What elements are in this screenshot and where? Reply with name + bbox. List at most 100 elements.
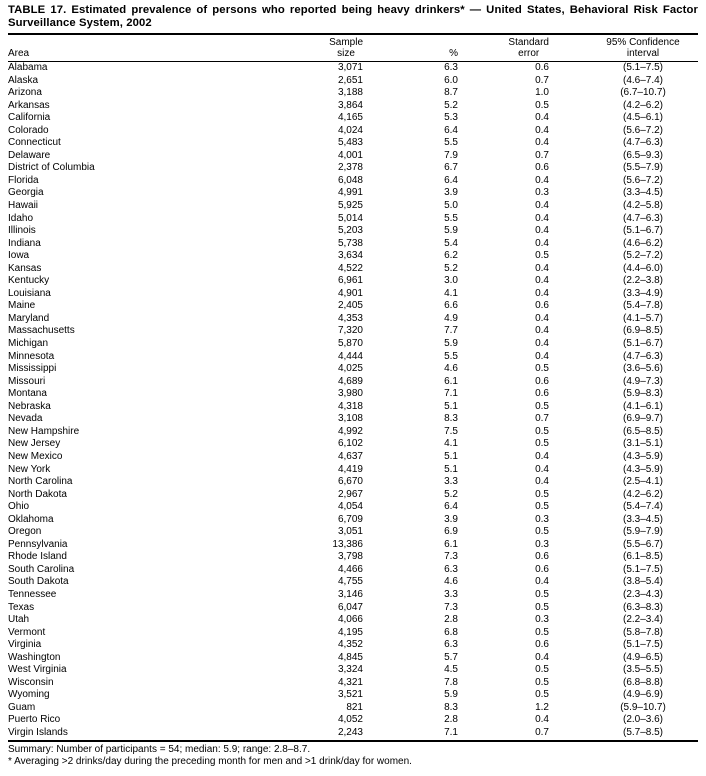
- standard-error-cell: 0.5: [535, 425, 549, 437]
- standard-error-cell: 0.4: [535, 651, 549, 663]
- standard-error-cell: 0.7: [535, 413, 549, 425]
- column-header-standard-error: Standard error: [458, 35, 549, 62]
- table-row: New Hampshire 4,992 7.5 0.5 (6.5–8.5): [8, 426, 698, 439]
- standard-error-cell: 0.7: [535, 149, 549, 161]
- percent-cell: 4.1: [444, 438, 458, 450]
- standard-error-cell: 0.6: [535, 300, 549, 312]
- percent-cell: 8.7: [444, 87, 458, 99]
- area-cell: Rhode Island: [8, 551, 67, 563]
- standard-error-cell: 0.4: [535, 450, 549, 462]
- percent-cell: 6.4: [444, 501, 458, 513]
- sample-size-cell: 5,738: [337, 237, 363, 249]
- table-body: Alabama 3,071 6.3 0.6 (5.1–7.5) Alaska 2…: [8, 62, 698, 741]
- confidence-interval-cell: (6.9–8.5): [622, 325, 664, 337]
- area-cell: Tennessee: [8, 588, 57, 600]
- sample-size-cell: 6,709: [337, 513, 363, 525]
- standard-error-cell: 0.4: [535, 200, 549, 212]
- area-cell: Texas: [8, 601, 35, 613]
- confidence-interval-cell: (4.1–6.1): [622, 400, 664, 412]
- table-row: Tennessee 3,146 3.3 0.5 (2.3–4.3): [8, 589, 698, 602]
- table-row: Mississippi 4,025 4.6 0.5 (3.6–5.6): [8, 363, 698, 376]
- table-row: New Jersey 6,102 4.1 0.5 (3.1–5.1): [8, 438, 698, 451]
- table-row: Massachusetts 7,320 7.7 0.4 (6.9–8.5): [8, 325, 698, 338]
- area-cell: Mississippi: [8, 363, 57, 375]
- standard-error-cell: 0.6: [535, 62, 549, 73]
- percent-cell: 5.5: [444, 212, 458, 224]
- sample-size-cell: 3,188: [337, 87, 363, 99]
- confidence-interval-cell: (2.2–3.8): [622, 275, 664, 287]
- table-row: Wisconsin 4,321 7.8 0.5 (6.8–8.8): [8, 677, 698, 690]
- sample-size-cell: 4,054: [337, 501, 363, 513]
- area-cell: Hawaii: [8, 200, 39, 212]
- table-header-row: Area Sample size % Standard error 95% Co…: [8, 35, 698, 62]
- table-row: Delaware 4,001 7.9 0.7 (6.5–9.3): [8, 150, 698, 163]
- table-row: Indiana 5,738 5.4 0.4 (4.6–6.2): [8, 238, 698, 251]
- standard-error-cell: 0.4: [535, 275, 549, 287]
- sample-size-cell: 4,025: [337, 363, 363, 375]
- confidence-interval-cell: (3.5–5.5): [622, 664, 664, 676]
- table-row: District of Columbia 2,378 6.7 0.6 (5.5–…: [8, 162, 698, 175]
- confidence-interval-cell: (2.3–4.3): [622, 588, 664, 600]
- confidence-interval-cell: (6.8–8.8): [622, 676, 664, 688]
- standard-error-cell: 0.4: [535, 174, 549, 186]
- sample-size-cell: 3,634: [337, 250, 363, 262]
- table-row: Oregon 3,051 6.9 0.5 (5.9–7.9): [8, 526, 698, 539]
- percent-cell: 5.1: [444, 463, 458, 475]
- confidence-interval-cell: (3.3–4.5): [622, 513, 664, 525]
- table-row: West Virginia 3,324 4.5 0.5 (3.5–5.5): [8, 664, 698, 677]
- table-title: TABLE 17. Estimated prevalence of person…: [8, 4, 698, 35]
- area-cell: Nevada: [8, 413, 43, 425]
- confidence-interval-cell: (4.2–5.8): [622, 200, 664, 212]
- confidence-interval-cell: (4.3–5.9): [622, 450, 664, 462]
- sample-size-cell: 4,321: [337, 676, 363, 688]
- confidence-interval-cell: (5.1–6.7): [622, 225, 664, 237]
- percent-cell: 6.4: [444, 174, 458, 186]
- table-row: New Mexico 4,637 5.1 0.4 (4.3–5.9): [8, 451, 698, 464]
- confidence-interval-cell: (3.3–4.5): [622, 187, 664, 199]
- standard-error-cell: 0.4: [535, 350, 549, 362]
- confidence-interval-cell: (6.5–9.3): [622, 149, 664, 161]
- area-cell: New Mexico: [8, 450, 63, 462]
- confidence-interval-cell: (4.9–6.5): [622, 651, 664, 663]
- percent-cell: 5.9: [444, 225, 458, 237]
- table-row: Illinois 5,203 5.9 0.4 (5.1–6.7): [8, 225, 698, 238]
- confidence-interval-cell: (6.9–9.7): [622, 413, 664, 425]
- standard-error-cell: 1.0: [535, 87, 549, 99]
- percent-cell: 7.3: [444, 601, 458, 613]
- column-header-confidence-interval: 95% Confidence interval: [549, 35, 698, 62]
- percent-cell: 5.9: [444, 689, 458, 701]
- sample-size-cell: 6,048: [337, 174, 363, 186]
- table-title-line2: Surveillance System, 2002: [8, 17, 152, 29]
- sample-size-cell: 4,052: [337, 714, 363, 726]
- confidence-interval-cell: (5.5–7.9): [622, 162, 664, 174]
- confidence-interval-cell: (4.5–6.1): [622, 112, 664, 124]
- confidence-interval-cell: (4.2–6.2): [622, 488, 664, 500]
- confidence-interval-cell: (3.1–5.1): [622, 438, 664, 450]
- standard-error-cell: 0.5: [535, 363, 549, 375]
- percent-cell: 3.3: [444, 476, 458, 488]
- confidence-interval-cell: (5.1–7.5): [622, 639, 664, 651]
- sample-size-cell: 6,102: [337, 438, 363, 450]
- table-row: Puerto Rico 4,052 2.8 0.4 (2.0–3.6): [8, 714, 698, 727]
- area-cell: Montana: [8, 388, 47, 400]
- confidence-interval-cell: (5.6–7.2): [622, 174, 664, 186]
- confidence-interval-cell: (5.7–8.5): [622, 726, 664, 738]
- sample-size-cell: 4,165: [337, 112, 363, 124]
- table-row: Arkansas 3,864 5.2 0.5 (4.2–6.2): [8, 100, 698, 113]
- area-cell: Maine: [8, 300, 36, 312]
- confidence-interval-cell: (5.4–7.4): [622, 501, 664, 513]
- percent-cell: 5.7: [444, 651, 458, 663]
- table-row: Pennsylvania 13,386 6.1 0.3 (5.5–6.7): [8, 539, 698, 552]
- sample-size-cell: 4,444: [337, 350, 363, 362]
- table-row: Georgia 4,991 3.9 0.3 (3.3–4.5): [8, 187, 698, 200]
- table-row: Utah 4,066 2.8 0.3 (2.2–3.4): [8, 614, 698, 627]
- sample-size-cell: 13,386: [332, 538, 363, 550]
- table-row: Nebraska 4,318 5.1 0.5 (4.1–6.1): [8, 401, 698, 414]
- column-header-area: Area: [8, 35, 288, 62]
- confidence-interval-cell: (6.3–8.3): [622, 601, 664, 613]
- area-cell: Illinois: [8, 225, 36, 237]
- table-row: Iowa 3,634 6.2 0.5 (5.2–7.2): [8, 250, 698, 263]
- area-cell: New Hampshire: [8, 425, 80, 437]
- table-row: Colorado 4,024 6.4 0.4 (5.6–7.2): [8, 125, 698, 138]
- table-row: Alabama 3,071 6.3 0.6 (5.1–7.5): [8, 62, 698, 75]
